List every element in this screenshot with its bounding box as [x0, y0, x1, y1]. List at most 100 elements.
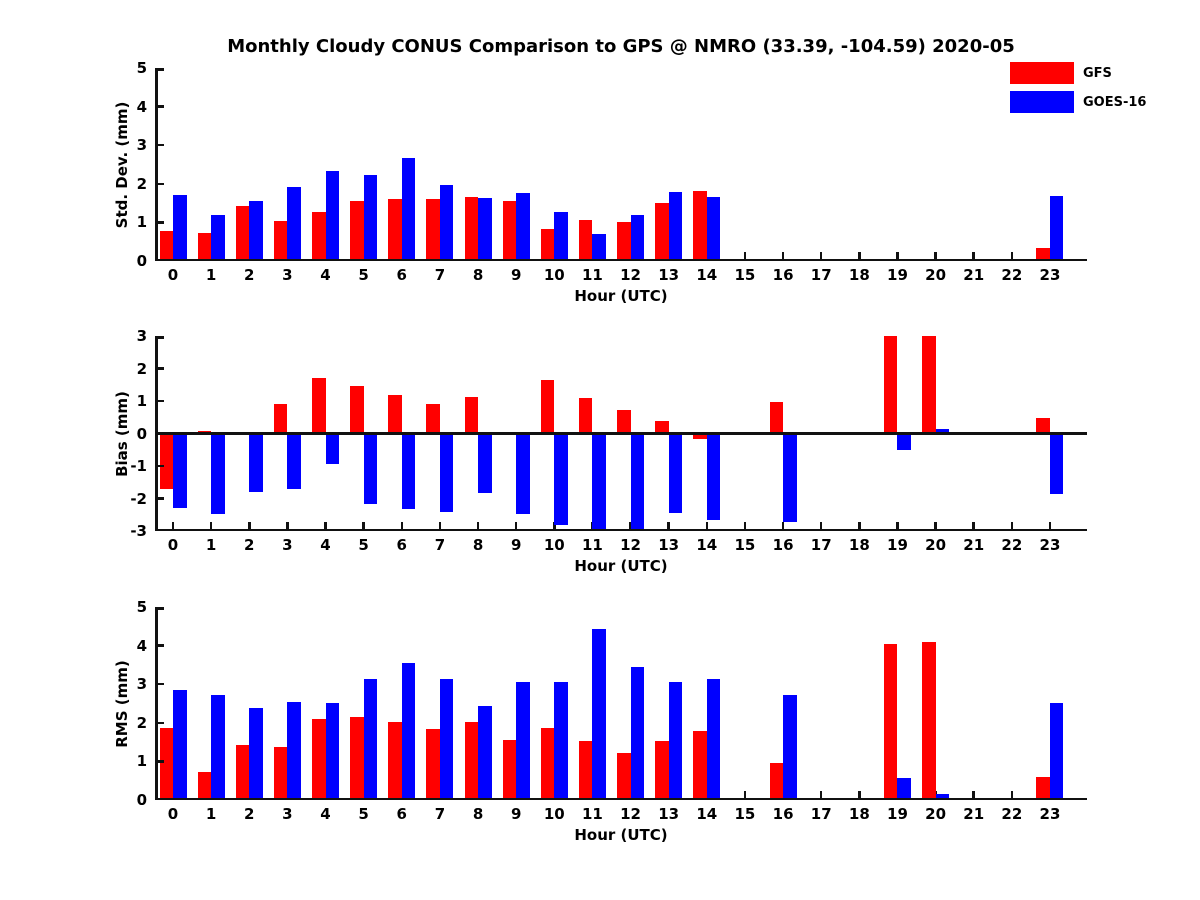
x-tick [1010, 252, 1014, 261]
legend-label-goes-16: GOES-16 [1083, 94, 1147, 110]
y-tick-label: 3 [136, 136, 147, 155]
x-tick-label: 6 [396, 536, 407, 554]
bar-gfs-h8 [464, 196, 479, 261]
bar-goes-16-h1 [211, 215, 225, 261]
x-tick-label: 9 [510, 536, 522, 554]
bar-gfs-h19 [883, 336, 898, 434]
y-tick-label: 4 [136, 97, 147, 116]
bar-goes-16-h7 [439, 184, 454, 261]
x-tick-label: 23 [1039, 805, 1061, 823]
bar-gfs-h13 [655, 740, 669, 800]
bottom-spine [155, 528, 1087, 531]
bar-goes-16-h6 [401, 157, 416, 261]
y-tick-label: 3 [136, 675, 147, 694]
bar-gfs-h6 [388, 395, 402, 434]
x-tick [972, 252, 975, 261]
x-tick-label: 8 [472, 805, 484, 823]
y-tick [155, 607, 164, 610]
bar-goes-16-h2 [249, 200, 263, 261]
bar-goes-16-h8 [478, 433, 492, 493]
bar-goes-16-h16 [783, 433, 797, 522]
subplot-2: -3 -2 -1 0 1 2 3 0 1 2 3 4 5 6 7 8 9 10 11 12 13 14 15 16 17 18 19… [113, 327, 1087, 575]
bar-goes-16-h23 [1049, 196, 1064, 261]
x-tick [286, 522, 289, 531]
x-tick-label: 7 [434, 805, 446, 823]
bar-goes-16-h4 [325, 702, 340, 800]
bar-goes-16-h14 [706, 679, 721, 800]
bar-goes-16-h4 [325, 433, 340, 465]
bottom-spine [155, 797, 1087, 800]
x-axis-label: Hour (UTC) [574, 826, 668, 844]
bar-gfs-h12 [617, 222, 631, 261]
x-tick-label: 21 [963, 805, 985, 823]
legend-swatch-goes-16 [1010, 91, 1074, 113]
bar-gfs-h3 [273, 404, 288, 434]
x-tick [858, 522, 861, 531]
x-tick-label: 11 [581, 536, 603, 554]
bar-gfs-h1 [197, 232, 212, 261]
x-tick-label: 19 [887, 536, 908, 554]
x-tick-label: 17 [810, 266, 832, 284]
bar-gfs-h3 [273, 220, 288, 261]
y-tick-label: 2 [136, 713, 147, 732]
x-tick-label: 22 [1001, 266, 1023, 284]
y-tick-label: 1 [136, 213, 147, 232]
bar-gfs-h23 [1036, 417, 1050, 434]
x-tick-label: 5 [358, 536, 369, 554]
x-tick [362, 522, 365, 531]
y-tick-label: 1 [136, 752, 147, 771]
bar-goes-16-h23 [1049, 703, 1064, 800]
x-tick-label: 4 [320, 805, 331, 823]
bar-goes-16-h16 [783, 695, 797, 800]
x-tick-label: 2 [244, 536, 255, 554]
bar-gfs-h3 [273, 746, 288, 800]
x-tick-label: 0 [167, 266, 179, 284]
bar-goes-16-h1 [211, 433, 225, 515]
x-tick [819, 522, 823, 531]
x-tick [324, 522, 327, 531]
bar-goes-16-h13 [668, 682, 683, 800]
x-tick [781, 522, 785, 531]
x-tick-label: 15 [734, 266, 756, 284]
bar-gfs-h19 [883, 644, 898, 800]
bar-gfs-h11 [578, 397, 593, 434]
bar-goes-16-h8 [478, 705, 492, 800]
bar-goes-16-h3 [287, 433, 301, 490]
bar-gfs-h6 [388, 722, 402, 800]
bar-gfs-h0 [159, 230, 173, 261]
bar-goes-16-h14 [706, 197, 721, 261]
bar-goes-16-h12 [630, 215, 645, 261]
x-tick-label: 13 [658, 805, 680, 823]
x-tick-label: 0 [167, 805, 179, 823]
y-tick [155, 68, 164, 71]
bar-gfs-h23 [1036, 777, 1050, 800]
x-axis-label: Hour (UTC) [574, 557, 668, 575]
x-tick-label: 1 [205, 266, 217, 284]
bar-gfs-h5 [350, 385, 364, 434]
subplot-3: 0 1 2 3 4 5 0 1 2 3 4 5 6 7 8 9 10 11 12 13 14 15 16 17 18 19 20 21… [113, 598, 1087, 844]
x-tick [896, 522, 899, 531]
x-tick-label: 10 [543, 805, 565, 823]
zero-line [155, 432, 1087, 435]
x-tick-label: 3 [282, 266, 293, 284]
bar-goes-16-h5 [363, 433, 378, 505]
bar-goes-16-h14 [706, 433, 721, 521]
bar-goes-16-h13 [668, 433, 683, 514]
bar-gfs-h13 [655, 203, 669, 261]
y-tick [155, 105, 164, 108]
bar-goes-16-h0 [173, 690, 187, 800]
x-tick [248, 522, 251, 531]
bar-gfs-h10 [540, 379, 555, 434]
x-tick-label: 10 [543, 266, 565, 284]
x-tick [972, 522, 975, 531]
x-tick-label: 18 [848, 266, 870, 284]
x-tick-label: 0 [167, 536, 179, 554]
bar-goes-16-h1 [211, 695, 225, 800]
y-tick-label: 2 [136, 174, 147, 193]
y-tick [155, 182, 164, 186]
bar-gfs-h8 [464, 722, 479, 800]
x-tick-label: 19 [887, 805, 908, 823]
y-tick-label: 2 [136, 359, 147, 378]
subplot-1: 0 1 2 3 4 5 0 1 2 3 4 5 6 7 8 9 10 11 12 13 14 15 16 17 18 19 20 21… [113, 59, 1087, 305]
x-tick-label: 2 [244, 805, 255, 823]
